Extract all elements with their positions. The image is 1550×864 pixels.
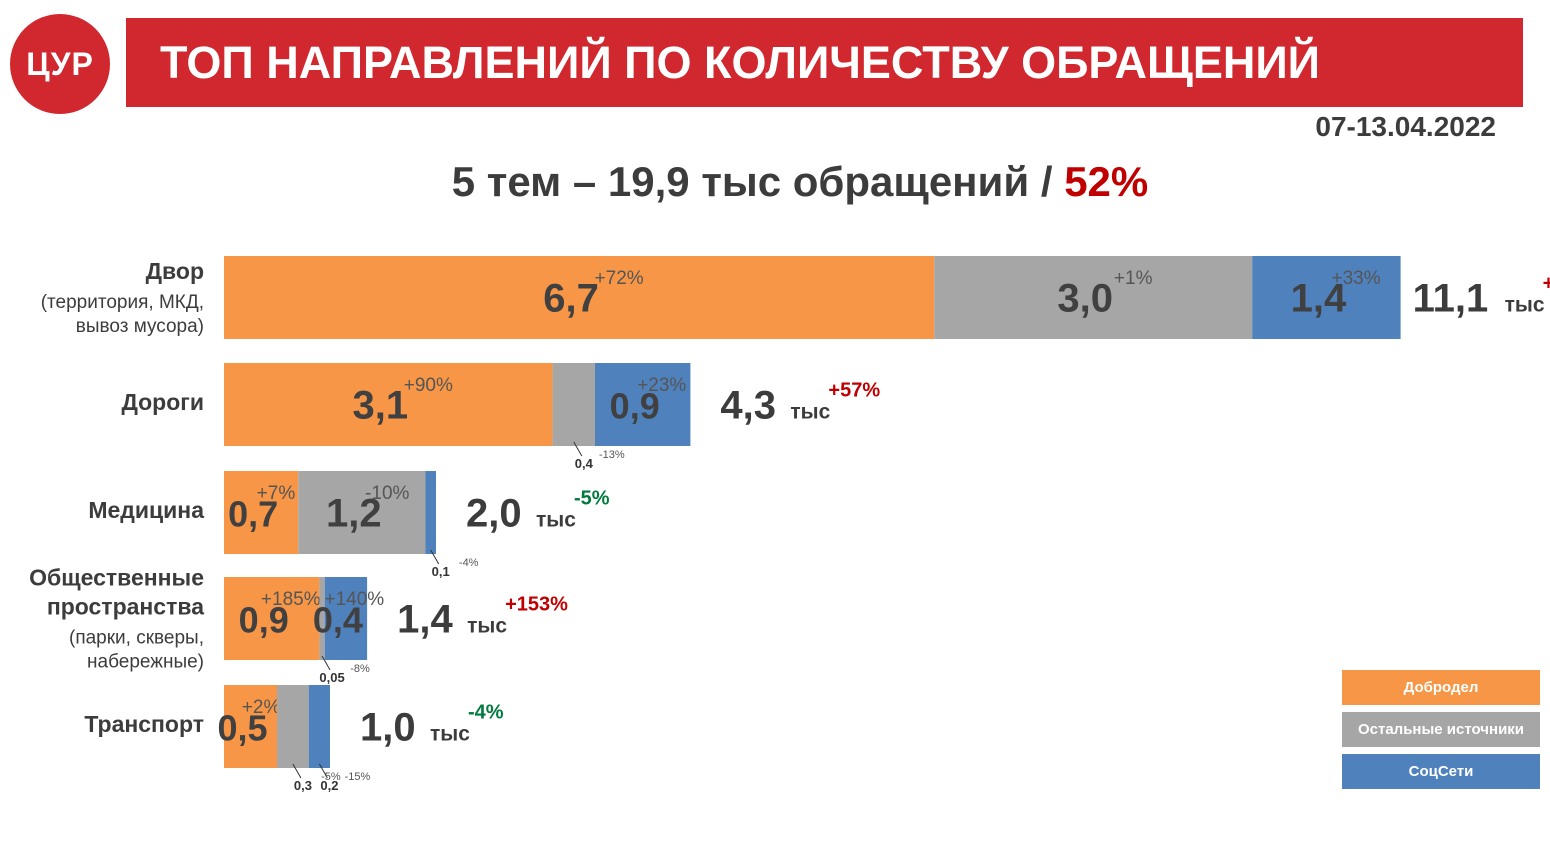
bar-segment-social	[1252, 256, 1401, 339]
segment-value-label: 6,7	[543, 277, 599, 321]
callout-value-label: 0,1	[432, 564, 450, 579]
bar-segment-other	[552, 363, 595, 446]
callout-leader	[573, 441, 583, 457]
summary-percent: 52%	[1064, 158, 1149, 205]
bar-segment-other	[298, 471, 426, 554]
segment-value-label: 3,0	[1057, 277, 1113, 321]
bar-segment-social	[425, 471, 436, 554]
bar-segment-other	[277, 685, 309, 768]
callout-leader	[321, 655, 331, 671]
segment-value-label: 0,9	[610, 386, 660, 427]
bar-segment-social	[595, 363, 691, 446]
segment-change-label: +185%	[261, 589, 321, 610]
bar-segment-social	[308, 685, 330, 768]
total-value-label: 4,3	[720, 384, 776, 428]
segment-value-label: 0,9	[239, 600, 289, 641]
category-label: Транспорт	[84, 711, 204, 737]
callout-leader	[430, 549, 440, 565]
bar-segment-other	[319, 577, 325, 660]
total-unit-label: тыс	[467, 615, 507, 638]
category-label: Общественные	[29, 565, 204, 591]
category-sublabel: (территория, МКД,	[41, 292, 204, 313]
callout-value-label: 0,2	[320, 778, 338, 793]
legend-item-social: СоцСети	[1342, 754, 1540, 789]
total-value-label: 1,0	[360, 706, 416, 750]
callout-value-label: 0,4	[575, 456, 594, 471]
segment-value-label: 1,2	[326, 492, 382, 536]
callout-value-label: 0,05	[319, 670, 344, 685]
total-unit-label: тыс	[790, 401, 830, 424]
logo-badge: ЦУР	[10, 14, 110, 114]
segment-change-label: +90%	[404, 375, 453, 396]
segment-value-label: 1,4	[1291, 277, 1347, 321]
segment-change-label: -10%	[365, 483, 409, 504]
total-unit-label: тыс	[430, 723, 470, 746]
category-label: пространства	[47, 594, 204, 620]
page-title-banner: ТОП НАПРАВЛЕНИЙ ПО КОЛИЧЕСТВУ ОБРАЩЕНИЙ	[126, 18, 1523, 107]
segment-value-label: 0,7	[228, 494, 278, 535]
chart-legend: Добродел Остальные источники СоцСети	[1342, 670, 1540, 796]
bar-segment-dobrodel	[224, 363, 553, 446]
segment-change-label: +2%	[242, 697, 281, 718]
bar-segment-dobrodel	[224, 471, 299, 554]
bar-segment-dobrodel	[224, 577, 320, 660]
total-value-label: 1,4	[397, 598, 453, 642]
logo-text: ЦУР	[26, 45, 94, 82]
segment-value-label: 0,4	[313, 600, 363, 641]
segment-change-label: +33%	[1332, 268, 1381, 289]
legend-item-dobrodel: Добродел	[1342, 670, 1540, 705]
callout-leader	[292, 763, 302, 779]
bar-segment-social	[324, 577, 368, 660]
total-value-label: 11,1	[1413, 277, 1489, 321]
segment-change-label: +72%	[595, 268, 644, 289]
segment-change-label: +140%	[325, 589, 385, 610]
category-sublabel: набережные)	[87, 652, 204, 673]
bar-segment-other	[934, 256, 1253, 339]
total-unit-label: тыс	[536, 509, 576, 532]
total-change-label: -5%	[574, 488, 610, 510]
callout-leader	[318, 763, 328, 779]
category-label: Дороги	[121, 389, 204, 415]
callout-change-label: -4%	[459, 557, 479, 569]
total-change-label: +153%	[505, 594, 568, 616]
callout-value-label: 0,3	[294, 778, 312, 793]
callout-change-label: -13%	[599, 449, 625, 461]
category-label: Двор	[146, 258, 204, 284]
segment-change-label: +7%	[257, 483, 296, 504]
segment-value-label: 3,1	[352, 384, 408, 428]
segment-value-label: 0,5	[217, 708, 267, 749]
segment-change-label: +23%	[637, 375, 686, 396]
callout-change-label: -8%	[350, 663, 370, 675]
bar-segment-dobrodel	[224, 685, 277, 768]
legend-item-other: Остальные источники	[1342, 712, 1540, 747]
bar-segment-dobrodel	[224, 256, 935, 339]
callout-change-label: -15%	[345, 771, 371, 783]
page-title: ТОП НАПРАВЛЕНИЙ ПО КОЛИЧЕСТВУ ОБРАЩЕНИЙ	[160, 37, 1321, 88]
date-range: 07-13.04.2022	[1315, 111, 1496, 142]
total-change-label: +57%	[828, 380, 880, 402]
segment-change-label: +1%	[1114, 268, 1153, 289]
summary-subtitle: 5 тем – 19,9 тыс обращений / 52%	[0, 158, 1550, 206]
callout-change-label: -5%	[321, 771, 341, 783]
total-change-label: +40%	[1543, 273, 1550, 295]
category-sublabel: вывоз мусора)	[76, 316, 204, 337]
summary-text: 5 тем – 19,9 тыс обращений /	[451, 158, 1065, 205]
category-label: Медицина	[88, 497, 204, 523]
total-change-label: -4%	[468, 702, 504, 724]
total-unit-label: тыс	[1505, 294, 1545, 317]
category-sublabel: (парки, скверы,	[69, 628, 204, 649]
total-value-label: 2,0	[466, 492, 522, 536]
